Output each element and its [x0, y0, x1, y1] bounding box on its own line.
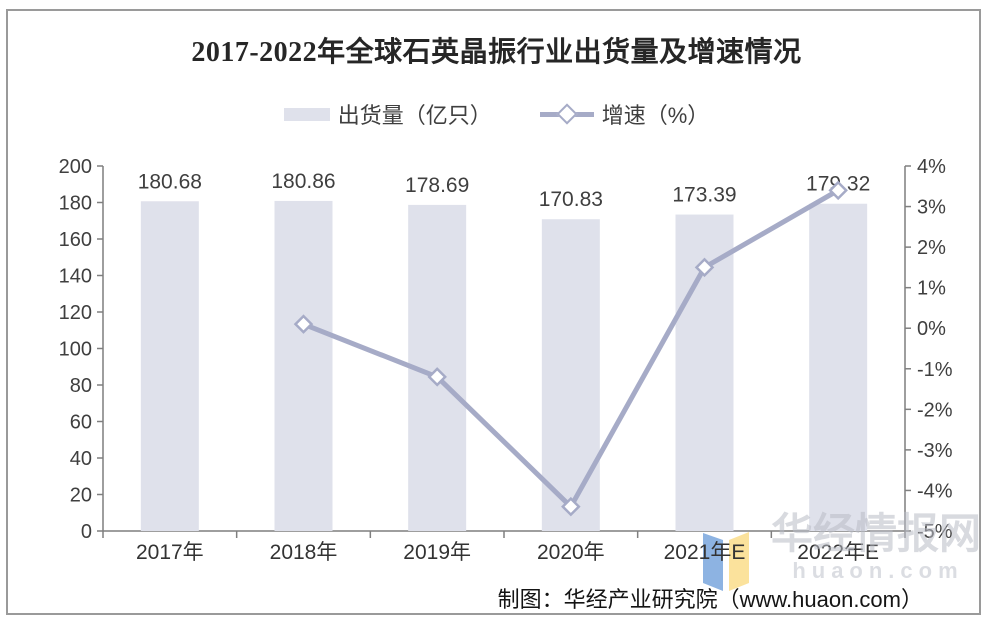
- left-axis-tick-label: 160: [59, 229, 92, 251]
- bar-swatch-icon: [283, 107, 330, 121]
- diamond-marker-icon: [556, 103, 578, 125]
- bar-value-label: 170.83: [539, 188, 603, 211]
- chart-title: 2017-2022年全球石英晶振行业出货量及增速情况: [191, 37, 802, 68]
- x-axis-label: 2021年E: [664, 541, 746, 564]
- right-axis-tick-label: 3%: [917, 197, 946, 219]
- huaon-logo-icon: [703, 532, 749, 591]
- chart-legend: 出货量（亿只） 增速（%）: [0, 98, 993, 130]
- x-axis-label: 2020年: [537, 541, 605, 564]
- x-axis-label: 2019年: [403, 541, 471, 564]
- left-axis-tick-label: 20: [70, 485, 92, 507]
- right-axis-tick-label: -1%: [917, 359, 953, 381]
- legend-item-shipments: 出货量（亿只）: [283, 98, 492, 130]
- left-axis-tick-label: 140: [59, 266, 92, 288]
- left-axis-tick-label: 40: [70, 448, 92, 470]
- logo-yellow-page: [729, 532, 749, 591]
- bar-value-label: 180.86: [271, 170, 335, 193]
- source-credit: 制图：华经产业研究院（www.huaon.com）: [497, 587, 923, 612]
- line-marker-diamond: [293, 314, 314, 334]
- right-axis-tick-label: 4%: [917, 156, 946, 178]
- line-swatch-icon: [539, 103, 594, 125]
- right-axis-tick-label: -4%: [917, 480, 953, 502]
- line-marker-diamond: [694, 257, 715, 278]
- left-axis-tick-label: 180: [59, 193, 92, 215]
- right-axis-tick-label: 1%: [917, 278, 946, 300]
- line-marker-diamond: [561, 496, 581, 517]
- left-axis-tick-label: 60: [70, 412, 92, 434]
- legend-item-growth: 增速（%）: [539, 98, 710, 130]
- bar: [541, 219, 600, 532]
- bar: [809, 203, 868, 531]
- x-axis-label: 2018年: [270, 541, 338, 564]
- right-axis-tick-label: -2%: [917, 399, 953, 421]
- right-axis-tick-label: -3%: [917, 440, 953, 462]
- bar-value-label: 180.68: [138, 170, 202, 193]
- bar: [274, 200, 333, 532]
- right-axis-tick-label: 2%: [917, 237, 946, 259]
- logo-blue-page: [703, 533, 723, 591]
- x-axis-label: 2022年E: [797, 541, 879, 564]
- legend-label-shipments: 出货量（亿只）: [337, 103, 492, 128]
- huaon-logo: [701, 525, 753, 598]
- x-axis-label: 2017年: [136, 541, 204, 564]
- legend-label-growth: 增速（%）: [601, 103, 710, 128]
- bar: [140, 201, 199, 531]
- left-axis-tick-label: 120: [59, 302, 92, 324]
- left-axis-tick-label: 80: [70, 375, 92, 397]
- left-axis-tick-label: 100: [59, 339, 92, 361]
- right-axis-tick-label: 0%: [917, 318, 946, 340]
- line-marker-diamond: [427, 367, 447, 387]
- left-axis-tick-label: 0: [81, 521, 92, 543]
- right-axis-tick-label: -5%: [917, 521, 953, 543]
- left-axis-tick-label: 200: [59, 156, 92, 178]
- line-marker-diamond: [828, 180, 848, 201]
- bar-value-label: 178.69: [405, 174, 469, 197]
- bar-value-label: 173.39: [672, 184, 736, 207]
